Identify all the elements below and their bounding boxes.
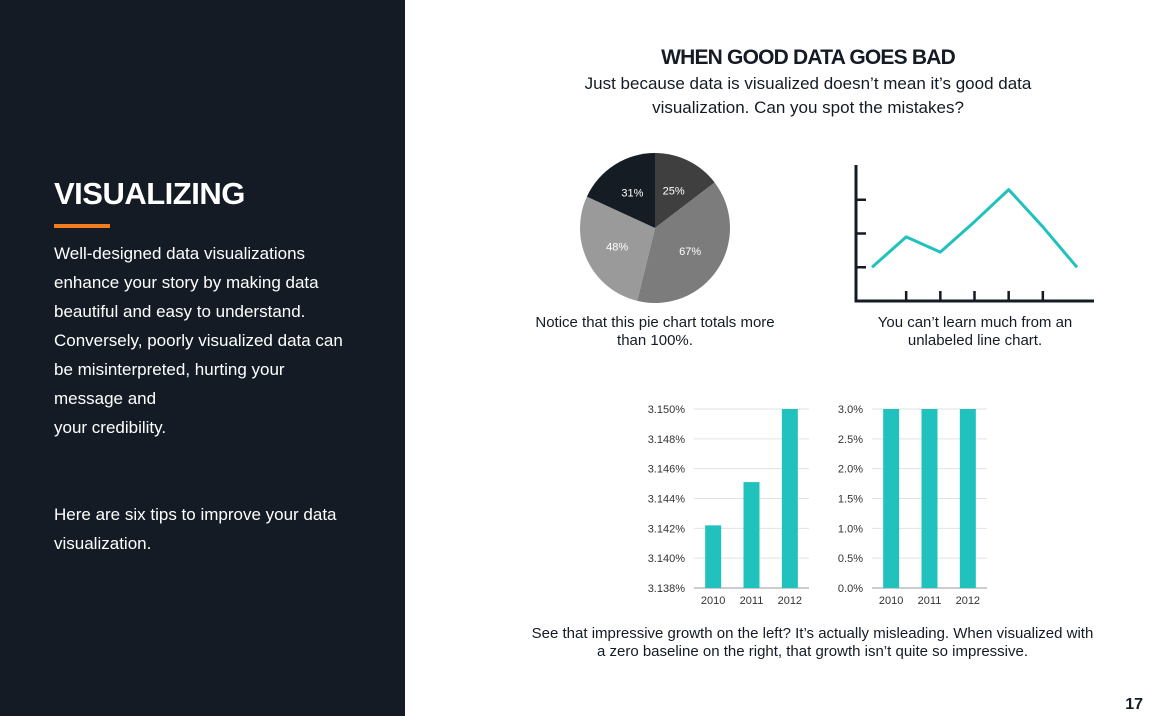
y-tick-label: 3.150% [648,404,686,416]
pie-chart: 25% 67% 48% 31% [580,153,731,303]
page-heading: WHEN GOOD DATA GOES BAD [661,46,956,69]
y-tick-label: 3.140% [648,553,686,565]
y-tick-label: 2.5% [838,434,863,446]
y-tick-label: 3.146% [648,464,686,476]
y-tick-label: 3.148% [648,434,686,446]
x-tick-label: 2011 [740,595,764,607]
y-tick-label: 1.5% [838,494,863,506]
x-tick-label: 2011 [918,595,942,607]
intro-text: Well-designed data visualizations enhanc… [54,244,343,437]
page-subheading: Just because data is visualized doesn’t … [584,74,1032,117]
bar [959,409,976,588]
pie-slice-label: 25% [663,185,685,197]
y-tick-label: 0.0% [838,583,863,595]
pie-slice [655,153,715,228]
pie-slice-label: 48% [606,241,628,253]
pie-slice-label: 31% [621,188,643,200]
y-tick-label: 3.144% [648,494,686,506]
y-tick-label: 0.5% [838,553,863,565]
line-caption: You can’t learn much from an unlabeled l… [877,314,1073,349]
x-tick-label: 2010 [701,595,725,607]
y-tick-label: 1.0% [838,523,863,535]
bar [883,409,900,588]
line-chart [854,165,1094,303]
bar [705,525,722,588]
section-title: VISUALIZING [54,176,245,211]
pie-slice [637,182,731,303]
page-number: 17 [1125,696,1143,713]
y-tick-label: 3.138% [648,583,686,595]
line-series [871,188,1079,269]
pie-caption: Notice that this pie chart totals more t… [535,314,775,349]
accent-bar [54,224,110,228]
pie-slice [580,196,655,301]
x-tick-label: 2012 [778,595,802,607]
bar [743,482,760,588]
x-tick-label: 2012 [956,595,980,607]
tips-text: Here are six tips to improve your data v… [54,505,337,553]
y-tick-label: 3.0% [838,404,863,416]
bars-caption: See that impressive growth on the left? … [531,625,1094,660]
zero-baseline-bar-chart: 0.0% 0.5% 1.0% 1.5% 2.0% 2.5% 3.0% 2010 2011 2012 [838,404,987,607]
pie-slice-label: 67% [679,246,701,258]
y-tick-label: 3.142% [648,523,686,535]
bar [921,409,938,588]
y-tick-label: 2.0% [838,464,863,476]
left-panel: VISUALIZING Well-designed data visualiza… [0,0,405,716]
bar [781,409,798,588]
x-tick-label: 2010 [879,595,903,607]
truncated-bar-chart: 3.138% 3.140% 3.142% 3.144% 3.146% 3.148% 3.15… [648,404,809,607]
pie-slice [586,153,655,228]
